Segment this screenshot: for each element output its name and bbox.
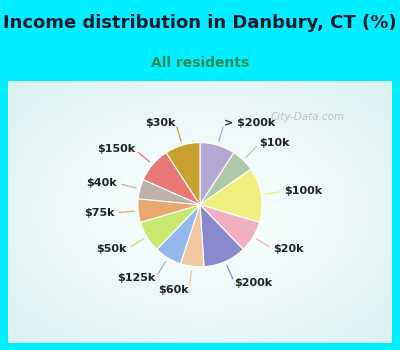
Text: City-Data.com: City-Data.com	[270, 112, 344, 122]
Text: $125k: $125k	[117, 273, 156, 283]
Text: $40k: $40k	[87, 178, 117, 188]
Wedge shape	[200, 205, 243, 267]
Wedge shape	[138, 199, 200, 223]
Wedge shape	[143, 153, 200, 205]
Text: $75k: $75k	[84, 208, 115, 218]
Wedge shape	[200, 153, 251, 205]
Wedge shape	[200, 169, 262, 223]
Wedge shape	[166, 143, 200, 205]
Wedge shape	[140, 205, 200, 250]
Text: $30k: $30k	[145, 118, 176, 128]
Text: All residents: All residents	[151, 56, 249, 70]
Text: > $200k: > $200k	[224, 118, 276, 128]
Wedge shape	[200, 143, 234, 205]
Wedge shape	[138, 180, 200, 205]
Wedge shape	[157, 205, 200, 264]
Text: $100k: $100k	[284, 186, 322, 196]
Text: $20k: $20k	[273, 244, 304, 254]
Text: Income distribution in Danbury, CT (%): Income distribution in Danbury, CT (%)	[3, 14, 397, 32]
Text: $150k: $150k	[97, 144, 135, 154]
Text: $10k: $10k	[260, 138, 290, 148]
Text: $200k: $200k	[235, 278, 273, 288]
Text: $50k: $50k	[96, 244, 127, 254]
Wedge shape	[200, 205, 260, 250]
Wedge shape	[180, 205, 204, 267]
Text: $60k: $60k	[158, 285, 189, 295]
